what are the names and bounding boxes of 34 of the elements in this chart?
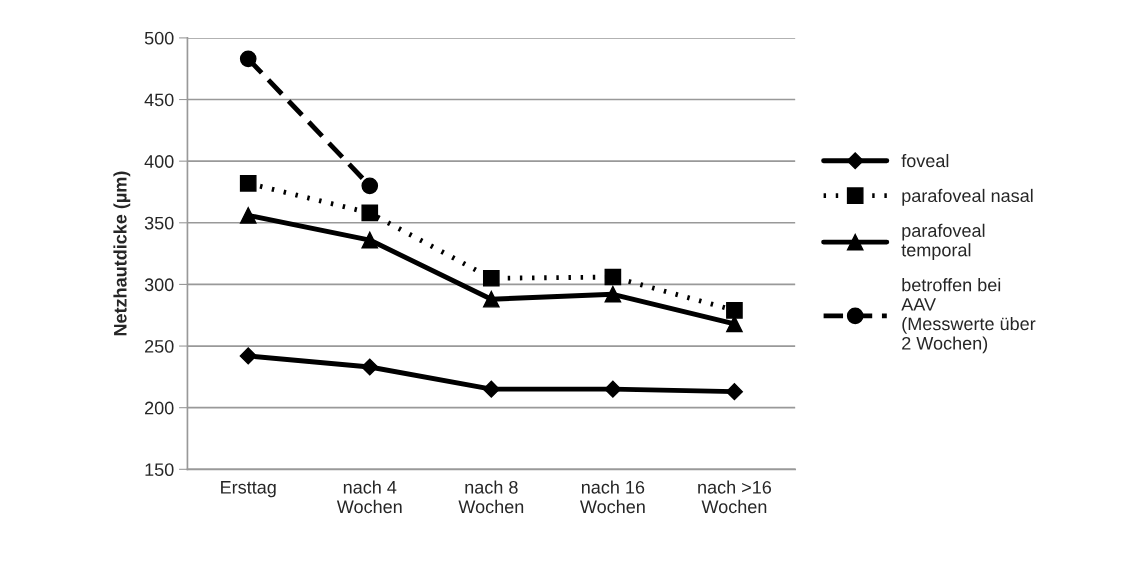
point [239,50,257,68]
y-axis-title: Netzhautdicke (µm) [113,171,131,336]
point [604,268,622,286]
point [239,207,257,224]
x-tick-label: nach 16 Wochen [579,480,645,514]
x-tick-label: Ersttag [221,481,276,498]
y-tick-label: 350 [144,216,174,230]
legend-label: parafoveal nasal [902,188,1033,206]
point [361,231,379,249]
point [239,347,257,365]
y-tick-label: 500 [144,31,174,45]
point [239,175,257,192]
legend-label: foveal [901,153,949,168]
y-tick-label: 300 [144,278,174,292]
point [361,177,379,195]
y-tick-label: 450 [144,93,174,107]
legend-label: betroffen bei AAV (Messwerte über 2 Wochen) [901,278,1036,354]
point [726,301,743,319]
point [604,285,622,303]
y-tick-label: 200 [145,401,174,415]
point [482,380,500,398]
point [482,269,500,287]
point [361,204,379,222]
y-tick-label: 150 [145,463,174,477]
point [725,383,743,401]
x-tick-label: nach >16 Wochen [698,480,772,514]
point [604,380,622,398]
point [482,290,500,308]
point [361,358,379,376]
x-tick-label: nach 4 Wochen [336,480,402,514]
x-tick-label: nach 8 Wochen [458,480,524,514]
y-tick-label: 250 [145,339,174,353]
y-tick-label: 400 [144,155,174,168]
legend-label: parafoveal temporal [901,223,985,261]
